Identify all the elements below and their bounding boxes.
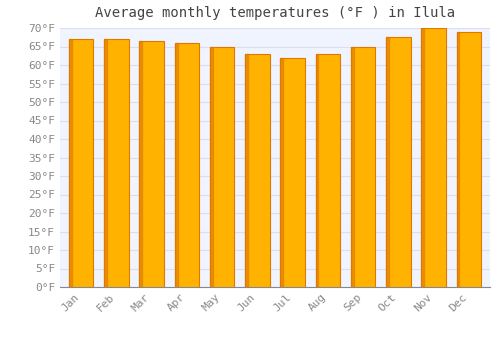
Bar (422, 28, 446, 287)
Bar (456, 32, 481, 287)
Title: Average monthly temperatures (°F ) in Ilula: Average monthly temperatures (°F ) in Il… (95, 6, 455, 20)
Bar (386, 37, 389, 287)
Bar (210, 47, 213, 287)
Bar (422, 28, 424, 287)
Bar (386, 37, 410, 287)
Bar (245, 54, 248, 287)
Bar (69, 39, 94, 287)
Bar (280, 58, 305, 287)
Bar (174, 43, 199, 287)
Bar (210, 47, 234, 287)
Bar (280, 58, 283, 287)
Bar (316, 54, 318, 287)
Bar (456, 32, 460, 287)
Bar (245, 54, 270, 287)
Bar (351, 47, 354, 287)
Bar (174, 43, 178, 287)
Bar (351, 47, 376, 287)
Bar (140, 41, 142, 287)
Bar (104, 39, 128, 287)
Bar (104, 39, 107, 287)
Bar (316, 54, 340, 287)
Bar (140, 41, 164, 287)
Bar (69, 39, 72, 287)
